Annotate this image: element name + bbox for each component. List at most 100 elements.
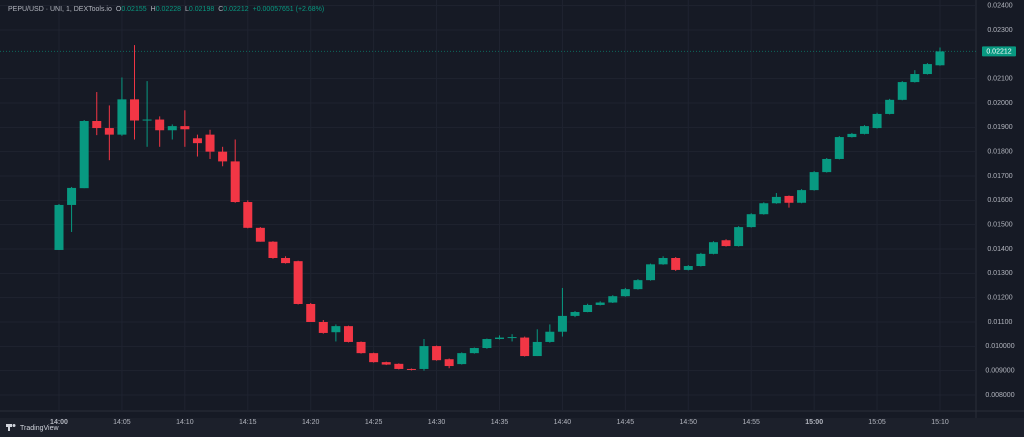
candle-body [293,261,303,304]
candle-body [646,264,656,281]
candle-body [608,296,618,303]
candle-body [167,126,177,131]
x-tick-label: 14:55 [742,419,760,426]
y-tick-label: 0.01500 [987,222,1012,229]
ohlc-label: L [185,6,189,13]
y-tick-label: 0.01200 [987,295,1012,302]
y-tick-label: 0.01900 [987,124,1012,131]
legend-header: PEPU/USD · UNI, 1, DEXTools.io O0.02155 H 0… [8,6,324,13]
candle-body [822,158,832,173]
y-tick-label: 0.01300 [987,270,1012,277]
candle-body [394,363,404,369]
candle-body [255,227,265,242]
candle-body [570,312,580,316]
candle-body [633,280,643,290]
price-label: 0.02212 [986,48,1011,55]
candle-body [117,99,127,135]
candle-body [356,341,366,354]
candle-body [683,266,693,270]
candle-body [92,121,102,129]
x-tick-label: 14:45 [617,419,635,426]
ohlc-value: 0.02212 [223,6,249,13]
x-tick-label: 14:05 [113,419,131,426]
x-tick-label: 14:10 [176,419,194,426]
candle-body [721,240,731,247]
candle-body [482,339,492,349]
x-tick-label: 14:35 [491,419,509,426]
x-tick-label: 15:00 [805,419,823,426]
x-tick-label: 14:00 [50,419,68,426]
y-tick-label: 0.02100 [987,76,1012,83]
candle-body [734,227,744,247]
candle-body [671,257,681,270]
price-label-box [982,46,1016,57]
candle-body [885,99,895,114]
candle-body [130,99,140,121]
candle-body [104,128,114,135]
ohlc-value: 0.02155 [121,6,147,13]
candle-body [545,331,555,342]
ohlc-label: O [115,6,122,13]
candle-body [859,126,869,134]
y-tick-label: 0.01400 [987,246,1012,253]
candle-body [532,341,542,357]
candle-body [797,190,807,203]
candle-body [520,337,530,357]
candle-body [67,187,77,205]
candle-body [369,353,379,363]
grid [0,0,976,411]
candle-body [54,204,64,250]
candle-body [507,337,517,339]
candle-body [192,138,202,144]
candle-body [809,172,819,191]
candle-body [306,303,316,322]
y-tick-label: 0.009000 [985,368,1014,375]
candle-body [318,321,328,333]
candle-body [620,289,630,297]
x-tick-label: 15:10 [931,419,949,426]
candle-body [205,134,215,152]
candle-body [343,326,353,342]
ohlc-label: H [150,6,156,13]
candle-body [595,302,605,305]
y-tick-label: 0.02000 [987,100,1012,107]
candle-body [935,51,945,66]
candle-body [910,74,920,83]
candle-body [268,241,278,258]
candle-body [155,119,165,131]
candle-body [230,161,240,203]
candle-body [495,337,504,340]
y-tick-label: 0.02400 [987,3,1012,10]
candle-body [432,346,442,361]
candle-body [331,326,341,333]
candle-body [696,253,706,267]
x-tick-label: 14:50 [680,419,698,426]
y-tick-label: 0.010000 [985,343,1014,350]
x-tick-label: 15:05 [868,419,886,426]
candle-body [771,196,781,204]
candle-body [759,203,769,215]
candle-body [444,359,454,367]
candle-body [142,119,152,121]
symbol: PEPU/USD · UNI, 1, DEXTools.io [8,6,112,13]
candle-body [834,137,844,159]
ohlc-label: C [218,6,224,13]
candle-body [381,362,391,365]
y-tick-label: 0.008000 [985,392,1014,399]
candle-body [406,368,416,370]
candle-body [872,113,882,129]
candle-body [79,121,89,189]
candle-body [557,315,567,332]
x-tick-label: 14:20 [302,419,320,426]
candle-body [897,82,907,100]
candle-body [218,151,228,162]
y-tick-label: 0.02300 [987,27,1012,34]
candle-body [457,353,467,365]
candle-body [419,346,429,369]
candle-body [784,195,794,203]
footer-bar [0,418,1024,437]
x-tick-label: 14:15 [239,419,257,426]
